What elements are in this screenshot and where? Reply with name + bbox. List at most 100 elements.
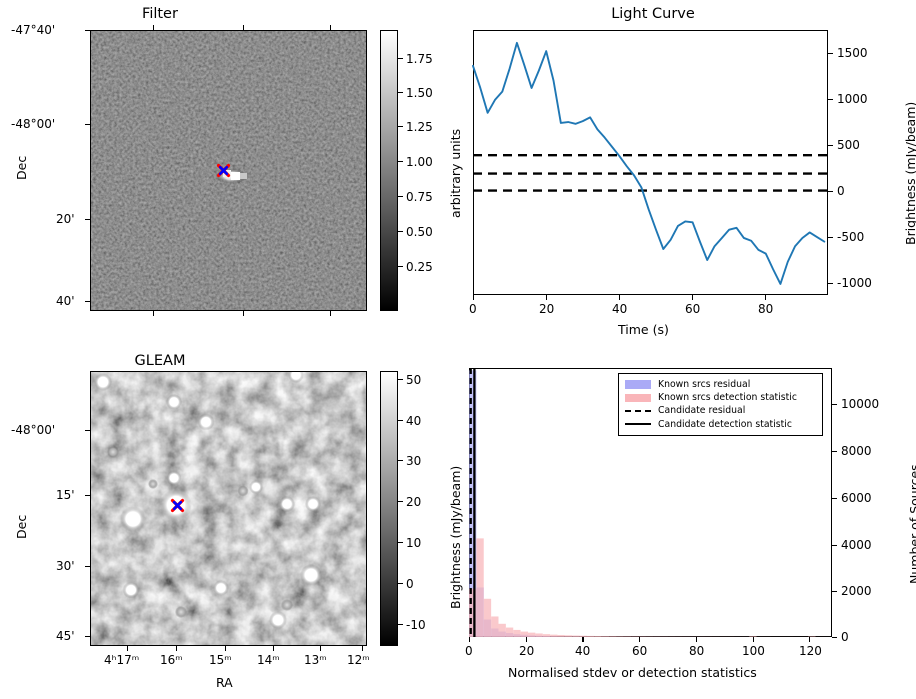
gleam-dec-tickmark-2 <box>85 566 90 568</box>
histogram-y-axis-label: Number of Sources <box>907 464 916 584</box>
lc-ytick-1 <box>828 99 833 101</box>
filter-dec-tick-3: 40' <box>56 294 75 308</box>
hist-xtick-label-4: 80 <box>689 644 705 658</box>
gleam-ra-tickmark-4 <box>320 646 322 651</box>
histogram-bar <box>631 636 639 637</box>
gleam-colorbar-tick-6: -10 <box>406 618 426 632</box>
gleam-cbar-tick-6 <box>398 624 403 626</box>
histogram-bar <box>520 631 528 637</box>
lc-ytick-label-1: 1000 <box>837 92 868 106</box>
gleam-cbar-tick-1 <box>398 420 403 422</box>
gleam-ra-tick-label-0: 4ʰ17ᵐ <box>104 653 140 667</box>
light-curve-panel: Light Curve 0 20 40 60 80 Time (s) 1500 … <box>458 0 916 349</box>
gleam-cbar-tick-0 <box>398 379 403 381</box>
light-curve-line <box>472 41 826 285</box>
lc-xtick-1 <box>546 295 548 300</box>
lc-xtick-3 <box>692 295 694 300</box>
histogram-bar <box>586 635 595 637</box>
histogram-bar <box>542 634 551 637</box>
hist-xtick-1 <box>525 637 527 642</box>
filter-ra-tickmark-bottom-2 <box>330 311 332 316</box>
lc-xtick-4 <box>765 295 767 300</box>
filter-cbar-tick-5 <box>398 231 403 233</box>
light-curve-plot <box>472 41 828 285</box>
filter-colorbar-tick-4: 0.75 <box>406 190 433 204</box>
filter-ra-tickmark-bottom-0 <box>153 311 155 316</box>
hist-xtick-2 <box>582 637 584 642</box>
gleam-ra-tickmark-2 <box>225 646 227 651</box>
filter-dec-tickmark-0 <box>85 30 90 32</box>
light-curve-axes <box>473 30 828 295</box>
hist-xtick-6 <box>809 637 811 642</box>
filter-colorbar-tick-2: 1.25 <box>406 120 433 134</box>
legend-line-candidate-detection-statistic <box>625 423 651 426</box>
histogram-plot <box>469 368 831 637</box>
hist-ytick-label-1: 8000 <box>841 444 872 458</box>
filter-cbar-tick-1 <box>398 92 403 94</box>
hist-ytick-0 <box>832 404 837 406</box>
gleam-ra-tick-label-4: 13ᵐ <box>304 653 327 667</box>
lc-xtick-label-4: 80 <box>758 302 774 316</box>
hist-ytick-2 <box>832 498 837 500</box>
gleam-ra-tickmark-5 <box>362 646 364 651</box>
filter-cbar-tick-0 <box>398 58 403 60</box>
filter-ra-tickmark-top-1 <box>243 25 245 30</box>
filter-ra-tickmark-top-2 <box>330 25 332 30</box>
light-curve-title: Light Curve <box>611 6 695 22</box>
histogram-bar <box>535 633 543 637</box>
lc-xtick-label-0: 0 <box>469 302 477 316</box>
filter-cbar-tick-6 <box>398 266 403 268</box>
gleam-panel: GLEAM Dec -48°00' 15' 30' 45' <box>0 349 463 699</box>
filter-colorbar <box>380 30 398 311</box>
filter-cbar-tick-2 <box>398 126 403 128</box>
histogram-bar <box>483 598 492 637</box>
hist-ytick-label-3: 4000 <box>841 538 872 552</box>
legend-swatch-known-srcs-residual <box>625 380 651 389</box>
histogram-bar <box>469 588 477 637</box>
gleam-dec-tickmark-0 <box>85 430 90 432</box>
histogram-bar <box>557 634 565 637</box>
histogram-panel: Known srcs residual Known srcs detection… <box>458 349 916 699</box>
light-curve-y-axis-label: Brightness (mJy/beam) <box>903 101 916 245</box>
legend-label-1: Known srcs detection statistic <box>658 392 797 404</box>
gleam-ra-tickmark-3 <box>273 646 275 651</box>
hist-xtick-label-3: 60 <box>632 644 648 658</box>
hist-ytick-label-2: 6000 <box>841 491 872 505</box>
gleam-ra-tick-label-3: 14ᵐ <box>257 653 280 667</box>
histogram-bar <box>579 635 587 637</box>
legend-swatch-known-srcs-detection-statistic <box>625 393 651 403</box>
histogram-bar <box>491 616 499 637</box>
filter-dec-axis-label: Dec <box>14 155 29 180</box>
gleam-sky-image <box>90 371 367 646</box>
lc-ytick-2 <box>828 145 833 147</box>
hist-xtick-label-0: 0 <box>465 644 473 658</box>
filter-noise-field <box>91 31 366 310</box>
lc-ytick-5 <box>828 283 833 285</box>
filter-colorbar-tick-5: 0.50 <box>406 225 433 239</box>
gleam-ra-tick-label-2: 15ᵐ <box>209 653 232 667</box>
hist-ytick-5 <box>832 637 837 639</box>
histogram-bar <box>564 635 573 637</box>
hist-ytick-label-4: 2000 <box>841 584 872 598</box>
histogram-bar <box>505 627 514 637</box>
hist-xtick-label-6: 120 <box>799 644 822 658</box>
hist-ytick-3 <box>832 545 837 547</box>
hist-xtick-4 <box>695 637 697 642</box>
filter-dec-tickmark-2 <box>85 219 90 221</box>
gleam-ra-tick-label-5: 12ᵐ <box>347 653 370 667</box>
filter-cbar-tick-4 <box>398 196 403 198</box>
legend-row-2: Candidate residual <box>625 404 816 417</box>
filter-colorbar-tick-1: 1.50 <box>406 86 433 100</box>
histogram-bar <box>623 636 632 637</box>
gleam-cbar-tick-2 <box>398 460 403 462</box>
histogram-bar <box>572 635 580 637</box>
hist-xtick-0 <box>469 637 471 642</box>
lc-xtick-label-3: 60 <box>685 302 701 316</box>
gleam-ra-tickmark-0 <box>127 646 129 651</box>
filter-panel: Filter Dec -47°40' -48°00' 20' 40' <box>0 0 463 349</box>
histogram-series-known-srcs-detection-statistic <box>469 538 831 637</box>
lc-ytick-4 <box>828 237 833 239</box>
filter-dec-tick-2: 20' <box>56 212 75 226</box>
filter-dec-tickmark-3 <box>85 301 90 303</box>
gleam-dec-axis-label: Dec <box>14 514 29 539</box>
